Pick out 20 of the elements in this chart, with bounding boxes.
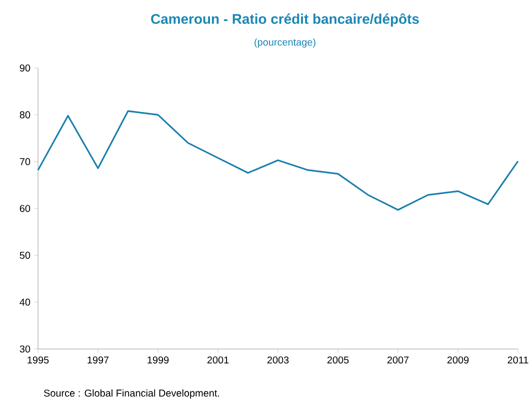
source-note: Source : Global Financial Development. bbox=[44, 389, 220, 399]
y-tick-label: 80 bbox=[20, 111, 30, 118]
y-tick-label: 40 bbox=[20, 298, 30, 306]
x-tick-label: 1999 bbox=[148, 356, 169, 364]
x-tick-label: 2001 bbox=[207, 356, 229, 364]
y-tick-label: 60 bbox=[20, 204, 30, 212]
x-tick-label: 2003 bbox=[267, 356, 289, 364]
x-tick-label: 1997 bbox=[88, 356, 109, 364]
x-tick-label: 2007 bbox=[387, 356, 409, 364]
y-tick-label: 70 bbox=[20, 158, 30, 166]
x-tick-label: 2011 bbox=[508, 356, 528, 364]
line-series bbox=[37, 110, 519, 211]
x-tick-label: 1995 bbox=[28, 356, 49, 364]
chart-subtitle: (pourcentage) bbox=[254, 38, 316, 48]
y-tick-label: 50 bbox=[20, 252, 30, 259]
y-tick-label: 30 bbox=[20, 345, 30, 353]
chart-title: Cameroun - Ratio crédit bancaire/dépôts bbox=[151, 13, 419, 27]
y-tick-label: 90 bbox=[20, 64, 30, 72]
x-tick-label: 2005 bbox=[327, 356, 349, 364]
x-tick-label: 2009 bbox=[447, 356, 469, 364]
